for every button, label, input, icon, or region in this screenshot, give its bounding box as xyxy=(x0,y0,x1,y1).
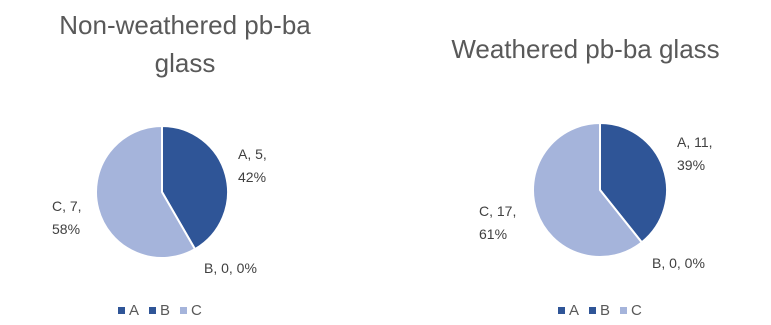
legend-label-a: A xyxy=(569,302,580,319)
pie-slice-c xyxy=(532,121,644,258)
data-label-b: B, 0, 0% xyxy=(652,255,705,271)
legend-swatch-a xyxy=(558,307,565,314)
legend-item-c: C xyxy=(180,302,202,319)
legend-swatch-c xyxy=(620,307,628,314)
legend-item-c: C xyxy=(620,302,642,319)
pie-slice-a xyxy=(161,124,229,251)
data-label-a: A, 5, 42% xyxy=(238,146,267,185)
legend-label-c: C xyxy=(631,302,642,319)
legend-label-b: B xyxy=(600,302,611,319)
pie-chart: A, 5, 42% B, 0, 0% C, 7, 58% xyxy=(52,124,267,276)
legend-swatch-a xyxy=(118,307,125,314)
chart-non-weathered: Non-weathered pb-ba glass A, 5, 42% B, 0, 0… xyxy=(0,0,370,325)
pie-slice-a xyxy=(599,121,668,244)
chart-title-text: Non-weathered pb-ba glass xyxy=(59,10,311,78)
legend: A B C xyxy=(558,302,642,319)
pie-chart: A, 11, 39% B, 0, 0% C, 17, 61% xyxy=(479,121,713,271)
legend-label-c: C xyxy=(191,302,202,319)
legend-swatch-b xyxy=(149,307,157,314)
data-label-a: A, 11, 39% xyxy=(677,134,713,173)
chart-title: Weathered pb-ba glass xyxy=(400,30,771,68)
legend-swatch-b xyxy=(589,307,597,314)
legend: A B C xyxy=(118,302,202,319)
chart-weathered: Weathered pb-ba glass A, 11, 39% B, 0, 0% C… xyxy=(400,0,771,325)
chart-title: Non-weathered pb-ba glass xyxy=(0,6,370,82)
pie-slice-c xyxy=(95,124,197,259)
legend-item-b: B xyxy=(589,302,610,319)
legend-item-a: A xyxy=(558,302,579,319)
legend-swatch-c xyxy=(180,307,188,314)
chart-title-text: Weathered pb-ba glass xyxy=(451,34,720,64)
legend-label-b: B xyxy=(160,302,171,319)
legend-label-a: A xyxy=(129,302,140,319)
legend-item-b: B xyxy=(149,302,170,319)
data-label-b: B, 0, 0% xyxy=(204,260,257,276)
data-label-c: C, 7, 58% xyxy=(52,198,82,237)
data-label-c: C, 17, 61% xyxy=(479,203,516,242)
legend-item-a: A xyxy=(118,302,139,319)
